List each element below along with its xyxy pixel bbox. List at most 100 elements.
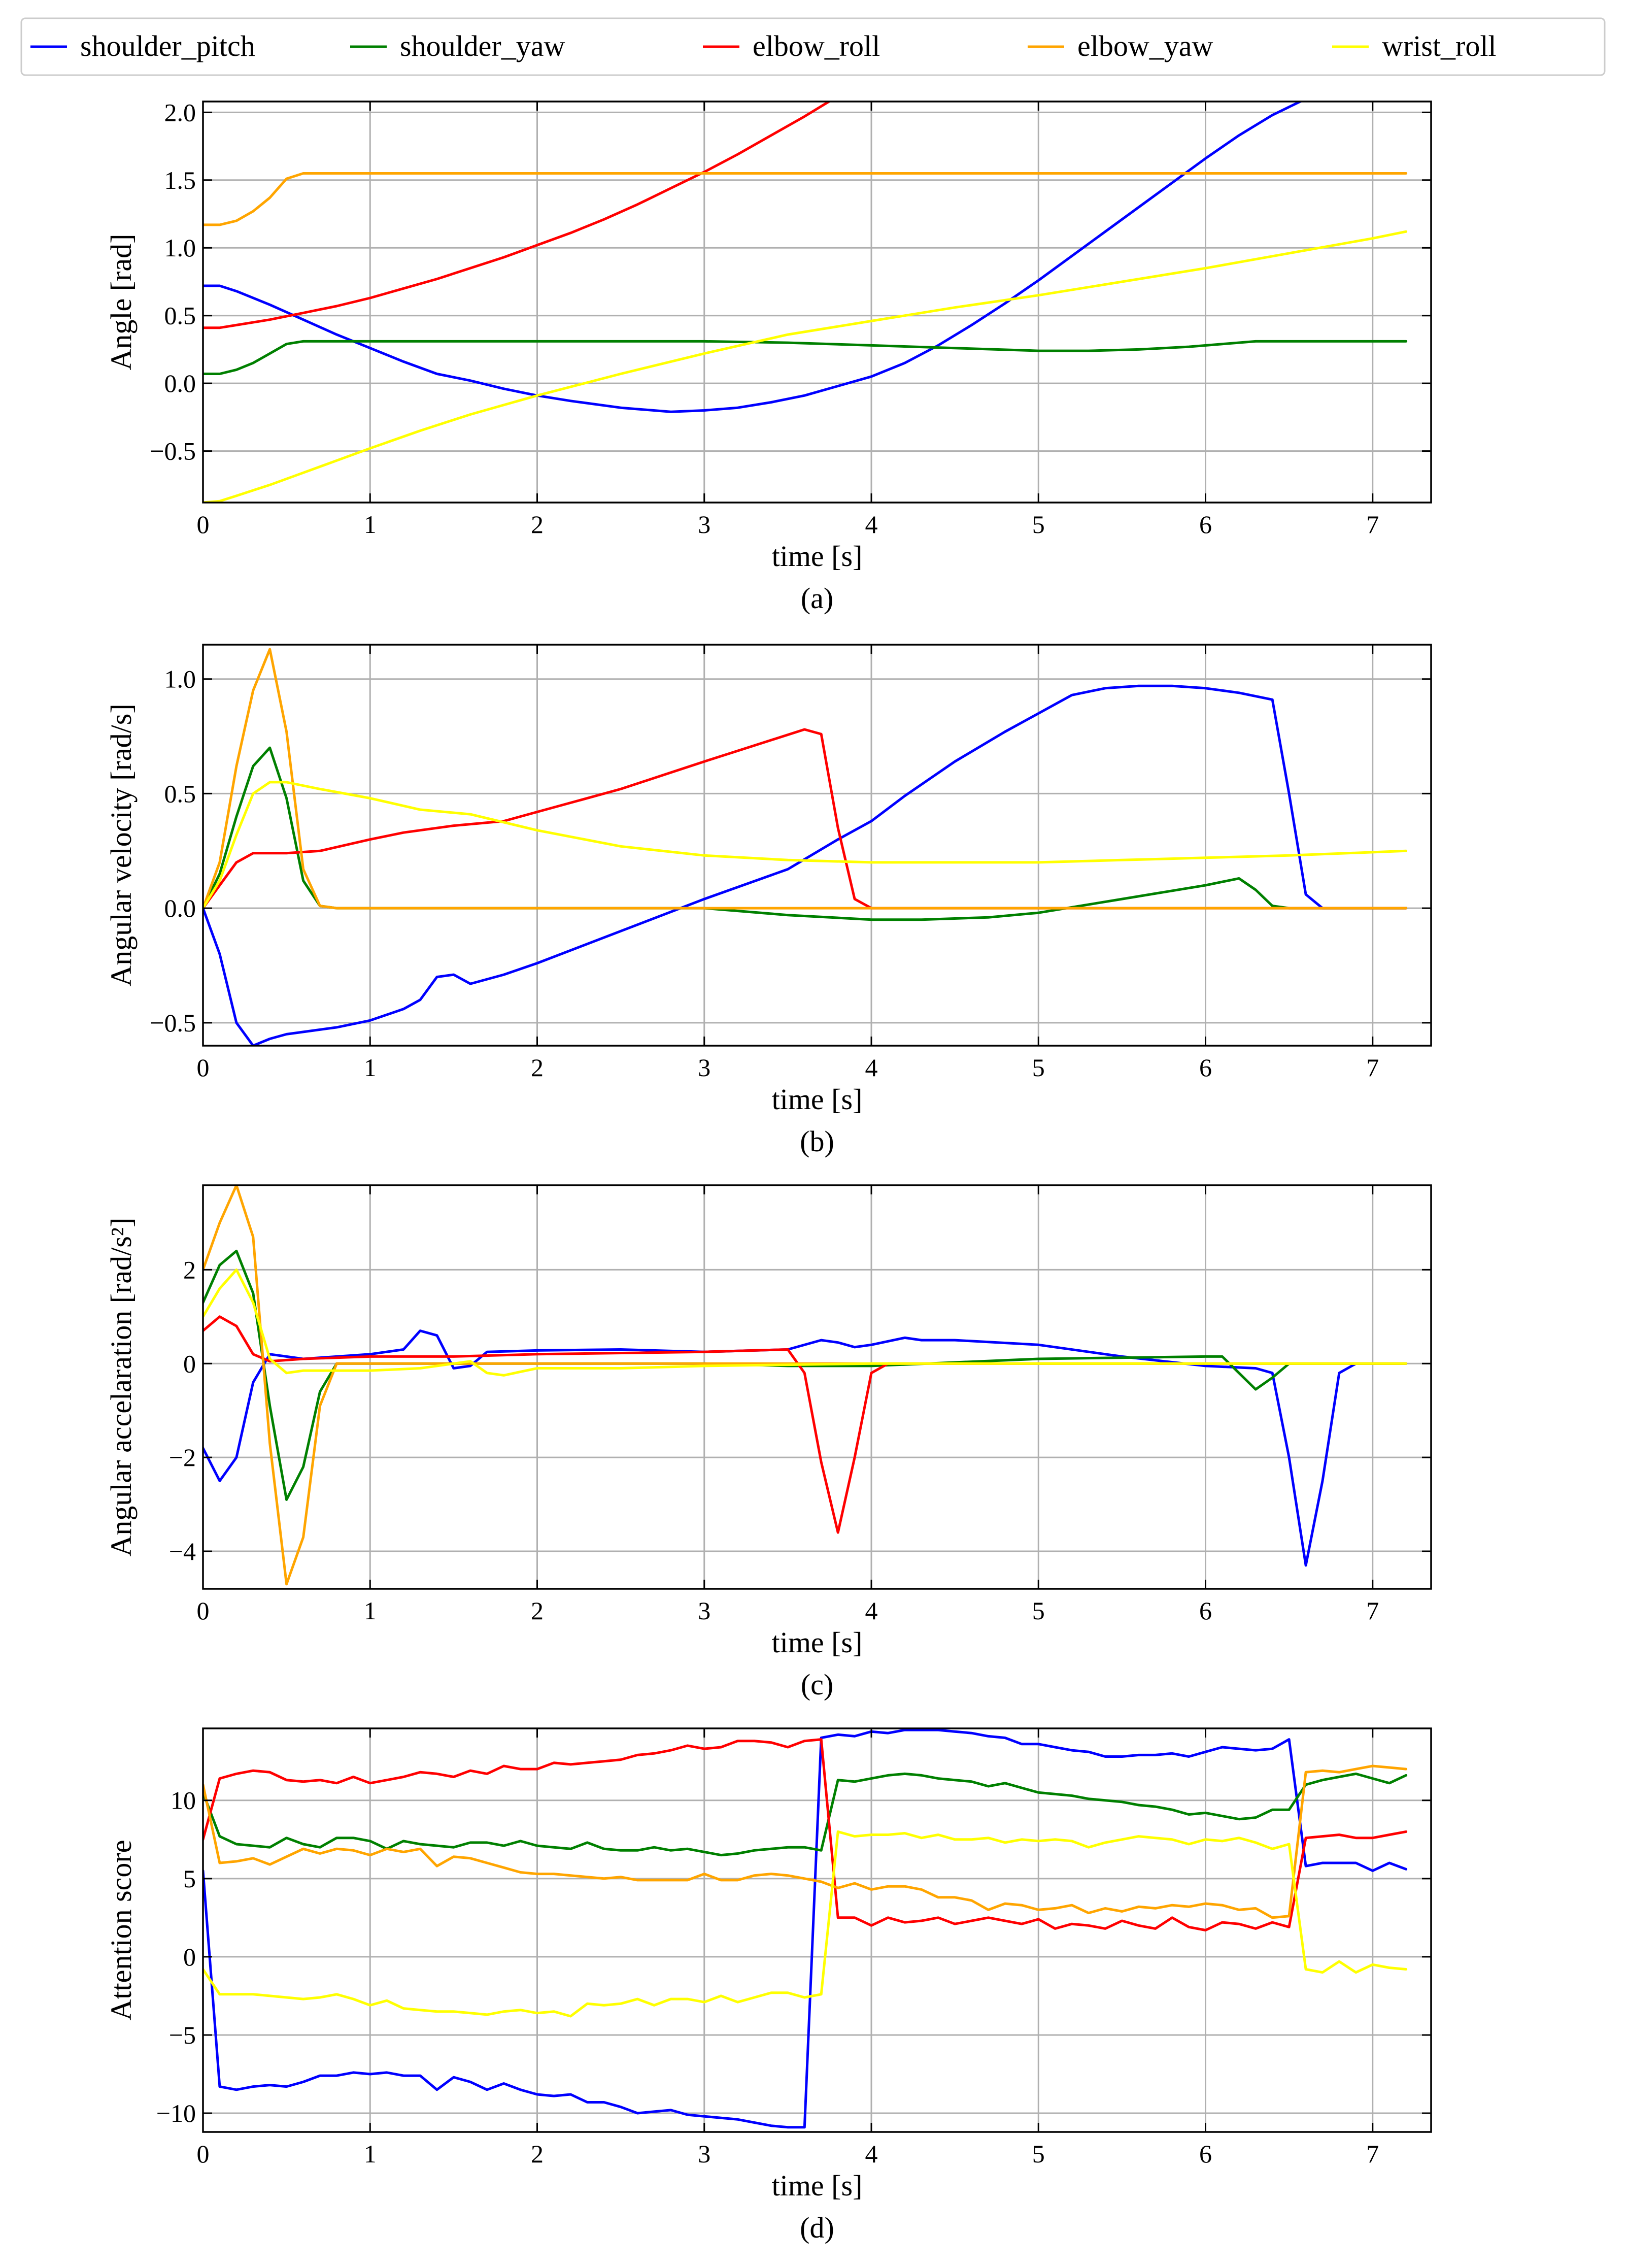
legend: shoulder_pitch shoulder_yaw elbow_roll elbo… [20,17,1606,76]
y-axis-label: Angular velocity [rad/s] [105,704,138,986]
x-tick-label: 4 [865,2140,878,2168]
x-tick-label: 1 [364,1596,377,1625]
x-tick-label: 1 [364,1053,377,1082]
panel-d: 0 1 2 3 4 5 6 7 −10 −5 0 5 10 time [s] Attention score… [105,1727,1432,2244]
x-tick-label: 2 [531,1596,544,1625]
y-tick-label: −5 [169,2021,196,2049]
series-line-elbow-yaw [203,648,1408,910]
x-tick-label: 3 [698,1053,710,1082]
series-line-elbow-yaw [203,1185,1408,1586]
x-tick-label: 3 [698,2140,710,2168]
y-tick-label: 0 [183,1943,196,1971]
x-tick-label: 7 [1366,1596,1379,1625]
panel-caption: (d) [800,2211,834,2244]
x-tick-label: 2 [531,510,544,539]
y-tick-label: 0.0 [164,369,196,397]
y-tick-label: 5 [183,1864,196,1893]
series-line-elbow-yaw [203,1764,1408,1919]
y-tick-label: −4 [169,1537,196,1565]
legend-label-elbow-yaw: elbow_yaw [1077,29,1213,62]
x-axis-label: time [s] [772,2169,863,2202]
y-axis-label: Attention score [105,1840,138,2021]
x-tick-label: 1 [364,2140,377,2168]
legend-label-shoulder-yaw: shoulder_yaw [400,29,565,62]
x-tick-label: 7 [1366,2140,1379,2168]
x-tick-label: 0 [197,510,210,539]
panel-a: 0 1 2 3 4 5 6 7 −0.5 0.0 0.5 1.0 1.5 2.0 time [s] Angle… [105,98,1432,615]
x-tick-label: 2 [531,1053,544,1082]
y-tick-label: 0 [183,1349,196,1378]
y-tick-label: −0.5 [150,1009,196,1037]
x-tick-label: 4 [865,1596,878,1625]
x-tick-label: 5 [1032,1053,1045,1082]
legend-label-shoulder-pitch: shoulder_pitch [80,29,255,62]
legend-label-elbow-roll: elbow_roll [753,29,880,62]
legend-label-wrist-roll: wrist_roll [1382,29,1497,62]
series-line-wrist-roll [203,230,1408,503]
series-group [203,648,1408,1046]
series-line-wrist-roll [203,781,1408,910]
y-tick-label: −0.5 [150,437,196,465]
series-line-elbow-roll [203,102,832,329]
plot-frame [202,1184,1432,1590]
series-line-shoulder-yaw [203,1772,1408,1857]
x-tick-label: 5 [1032,510,1045,539]
panel-c: 0 1 2 3 4 5 6 7 −4 −2 0 2 time [s] Angular accelarati… [105,1184,1432,1701]
x-tick-label: 6 [1199,1053,1212,1082]
x-tick-label: 6 [1199,510,1212,539]
series-line-shoulder-yaw [203,746,1408,921]
y-tick-label: 2 [183,1255,196,1284]
series-line-elbow-yaw [203,172,1408,226]
y-tick-label: −2 [169,1443,196,1472]
y-axis-label: Angle [rad] [105,234,138,371]
x-tick-label: 3 [698,1596,710,1625]
series-line-elbow-roll [203,1738,1408,1931]
x-tick-label: 5 [1032,2140,1045,2168]
panel-b: 0 1 2 3 4 5 6 7 −0.5 0.0 0.5 1.0 time [s] Angular vel… [105,644,1432,1158]
y-tick-label: 0.0 [164,894,196,922]
x-tick-label: 4 [865,510,878,539]
x-axis-label: time [s] [772,1626,863,1659]
series-line-wrist-roll [203,1830,1408,2018]
panel-caption: (a) [801,582,833,615]
series-group [203,1728,1408,2129]
x-tick-label: 4 [865,1053,878,1082]
y-tick-label: 2.0 [164,98,196,126]
panel-caption: (c) [801,1668,833,1701]
y-tick-label: 1.0 [164,234,196,262]
legend-frame [20,17,1606,76]
series-line-shoulder-yaw [203,340,1408,375]
x-axis-label: time [s] [772,1083,863,1116]
x-tick-label: 6 [1199,1596,1212,1625]
plot-frame [202,1727,1432,2133]
series-line-shoulder-pitch [203,684,1408,1046]
x-tick-label: 3 [698,510,710,539]
series-line-elbow-roll [203,728,1408,910]
x-tick-label: 1 [364,510,377,539]
y-tick-label: −10 [156,2099,196,2127]
series-line-shoulder-pitch [203,1728,1408,2129]
plot-frame [202,101,1432,504]
series-group [203,1185,1408,1586]
x-tick-label: 7 [1366,510,1379,539]
y-tick-label: 10 [171,1786,196,1815]
y-tick-label: 0.5 [164,779,196,808]
series-line-wrist-roll [203,1268,1408,1377]
x-tick-label: 5 [1032,1596,1045,1625]
y-tick-label: 1.5 [164,166,196,194]
x-tick-label: 6 [1199,2140,1212,2168]
y-tick-label: 1.0 [164,665,196,693]
series-line-elbow-roll [203,1315,1408,1534]
panels: 0 1 2 3 4 5 6 7 −0.5 0.0 0.5 1.0 1.5 2.0 time [s] Angle… [105,98,1432,2244]
x-tick-label: 0 [197,2140,210,2168]
x-tick-label: 0 [197,1596,210,1625]
x-tick-label: 0 [197,1053,210,1082]
x-tick-label: 7 [1366,1053,1379,1082]
y-axis-label: Angular accelaration [rad/s²] [105,1218,138,1557]
plot-frame [202,644,1432,1047]
series-group [203,102,1408,503]
x-axis-label: time [s] [772,540,863,573]
panel-caption: (b) [800,1125,834,1158]
x-tick-label: 2 [531,2140,544,2168]
